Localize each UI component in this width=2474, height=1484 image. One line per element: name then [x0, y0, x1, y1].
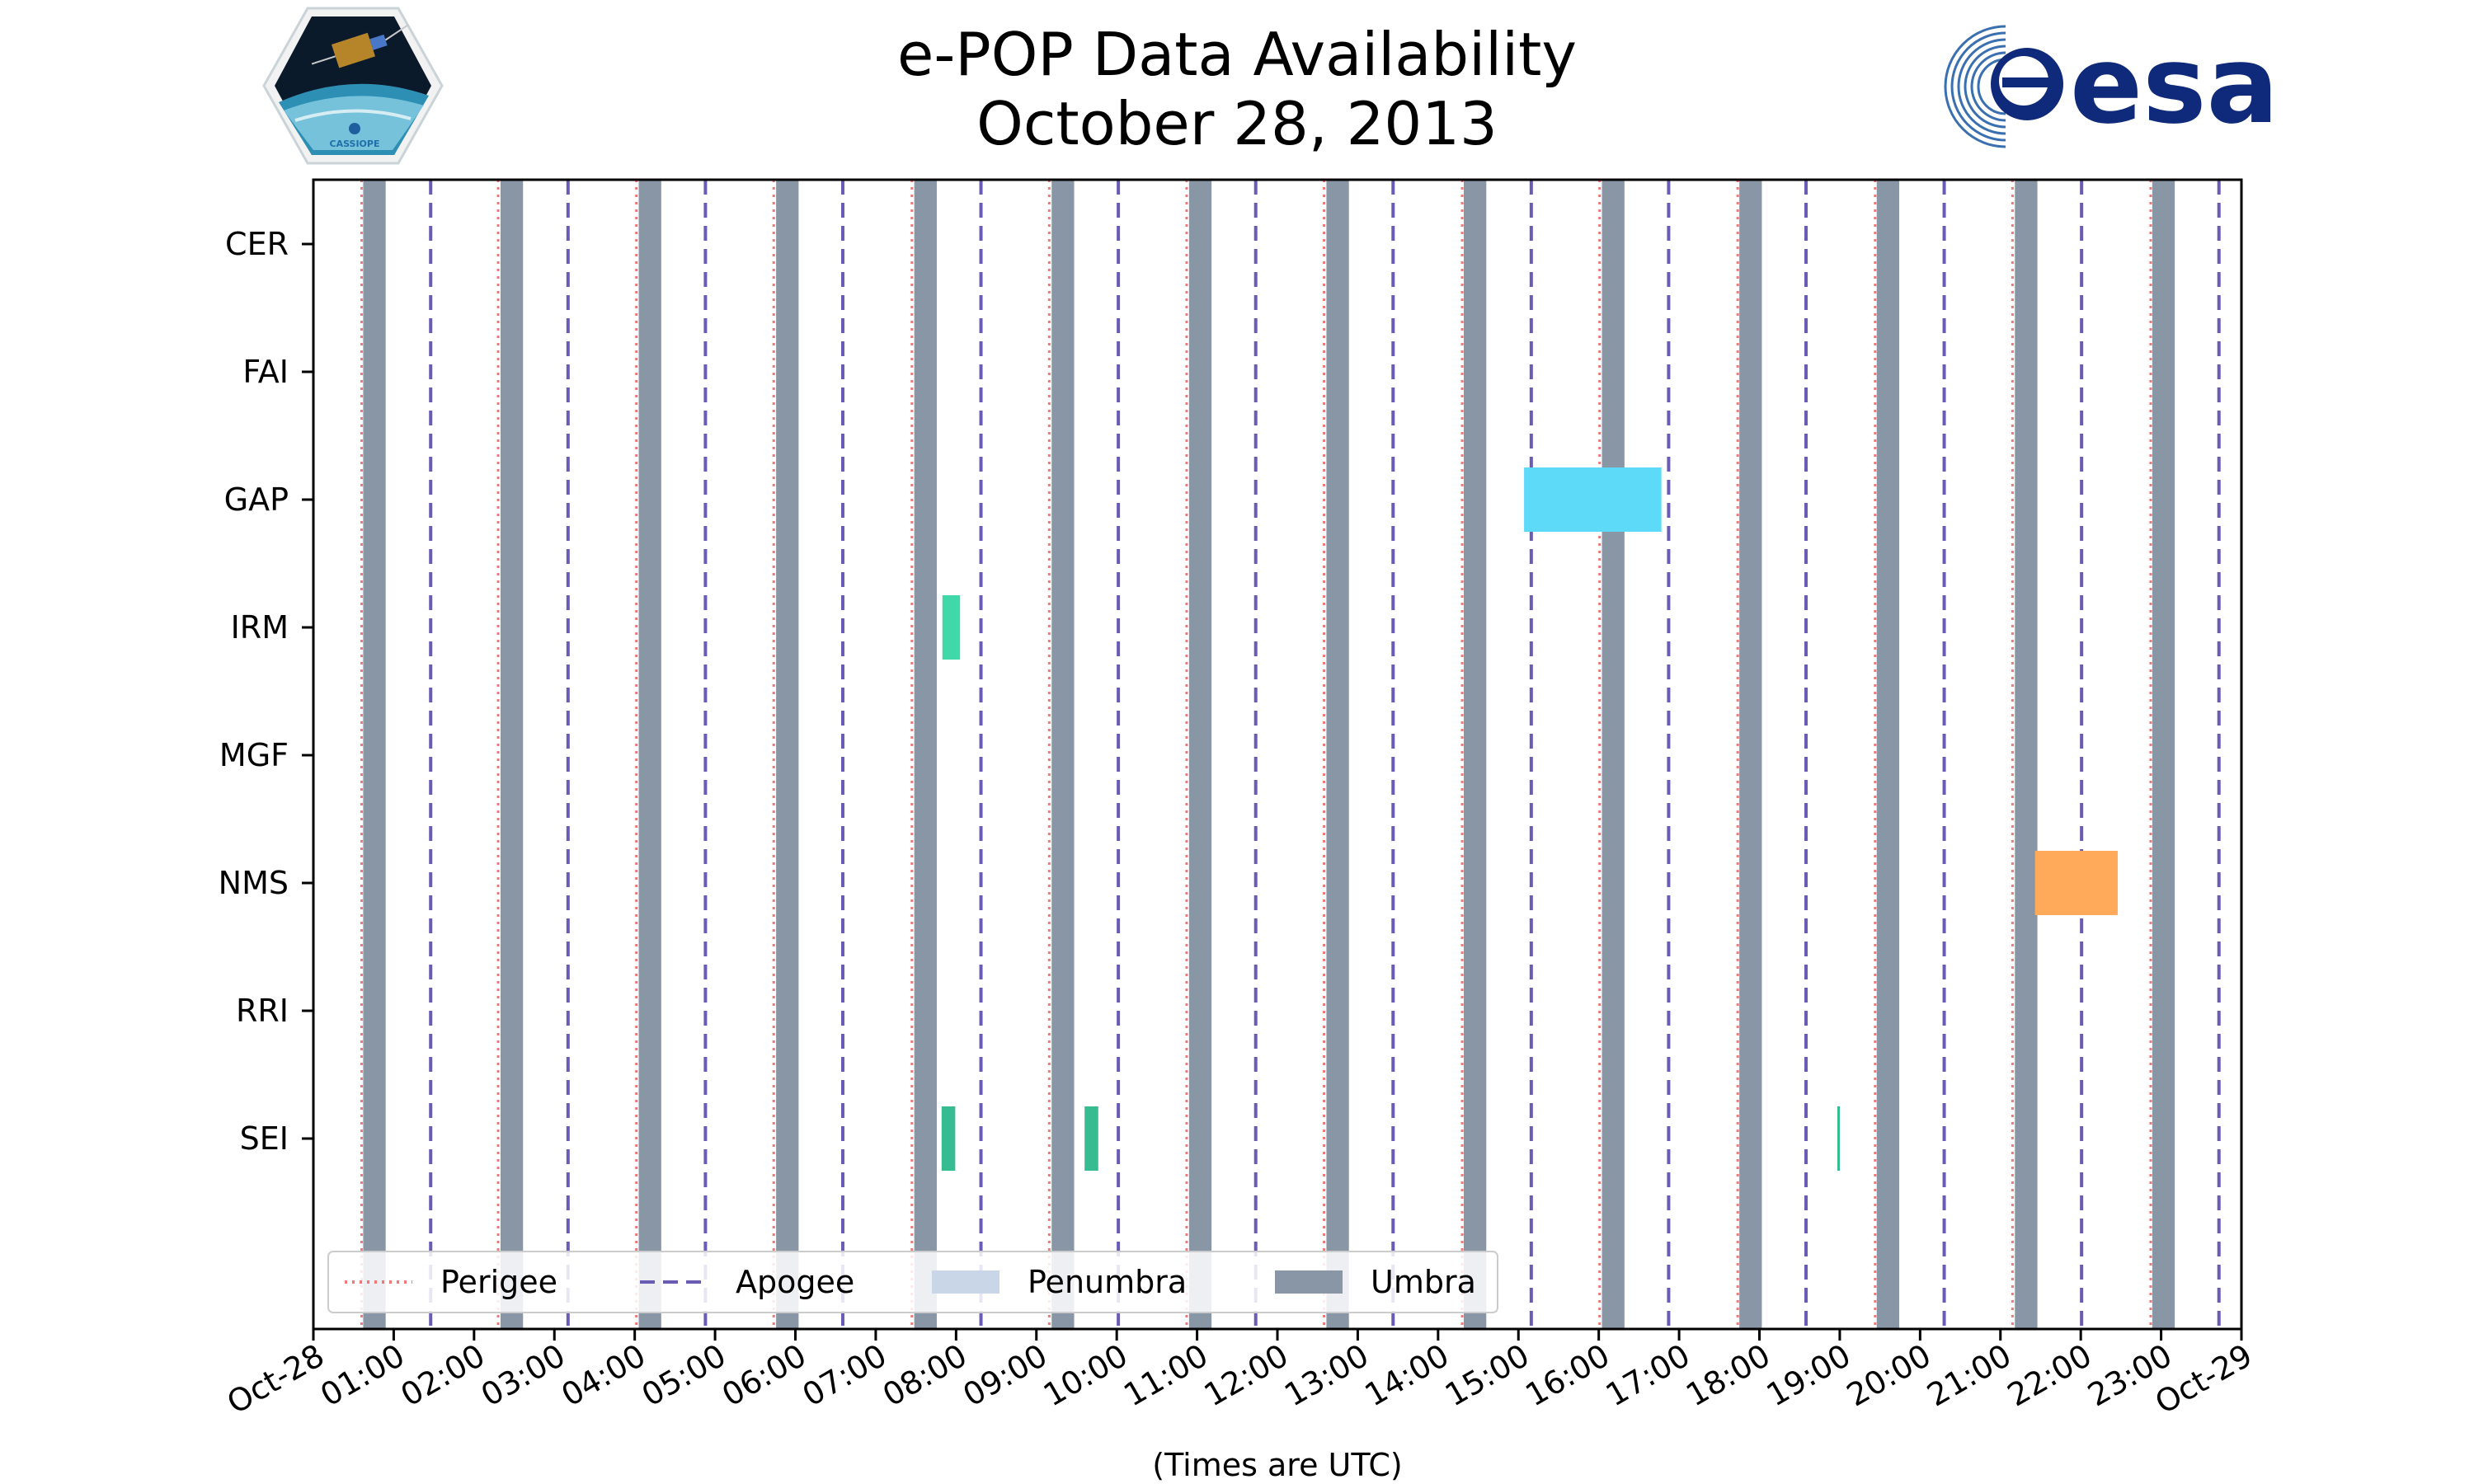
x-tick-label: 21:00 [1921, 1337, 2017, 1414]
umbra-band [500, 180, 524, 1329]
x-tick-label: 04:00 [555, 1337, 651, 1414]
y-tick-label-rri: RRI [236, 993, 289, 1029]
y-tick-label-cer: CER [225, 226, 289, 262]
x-tick-label: 06:00 [716, 1337, 812, 1414]
x-tick-label: 10:00 [1037, 1337, 1134, 1414]
umbra-band [1464, 180, 1487, 1329]
y-tick-label-fai: FAI [242, 354, 289, 390]
x-tick-label: 18:00 [1680, 1337, 1776, 1414]
cassiope-logo-text: CASSIOPE [330, 139, 380, 149]
chart-subtitle: October 28, 2013 [976, 89, 1498, 158]
umbra-band [776, 180, 799, 1329]
x-tick-label: 03:00 [475, 1337, 571, 1414]
availability-bar-irm [942, 595, 961, 660]
umbra-band [2015, 180, 2038, 1329]
availability-bar-sei [1837, 1106, 1840, 1171]
availability-bar-sei [1084, 1106, 1098, 1171]
legend-label-apogee: Apogee [736, 1264, 854, 1300]
legend-label-perigee: Perigee [440, 1264, 557, 1300]
y-tick-label-irm: IRM [231, 609, 289, 646]
x-tick-label: 17:00 [1600, 1337, 1696, 1414]
legend-swatch-umbra [1275, 1270, 1343, 1294]
x-tick-label: Oct-28 [221, 1337, 331, 1421]
x-tick-label: 02:00 [394, 1337, 491, 1414]
y-tick-label-mgf: MGF [219, 737, 289, 773]
x-tick-label: 13:00 [1278, 1337, 1375, 1414]
availability-bar-gap [1524, 467, 1662, 532]
x-axis-label: (Times are UTC) [1152, 1447, 1402, 1483]
x-tick-label: 19:00 [1761, 1337, 1857, 1414]
umbra-band [1602, 180, 1625, 1329]
plot-frame [312, 178, 2243, 1331]
umbra-band [1188, 180, 1212, 1329]
legend-label-umbra: Umbra [1371, 1264, 1476, 1300]
esa-logo-text: esa [2070, 22, 2279, 148]
x-tick-label: 08:00 [877, 1337, 973, 1414]
y-tick-label-nms: NMS [219, 865, 289, 901]
availability-bar-nms [2034, 851, 2118, 915]
umbra-band [363, 180, 386, 1329]
umbra-band [914, 180, 937, 1329]
esa-logo: esa [1944, 22, 2279, 148]
availability-bar-sei [941, 1106, 956, 1171]
legend-label-penumbra: Penumbra [1028, 1264, 1187, 1300]
umbra-band [1739, 180, 1762, 1329]
x-tick-label: 01:00 [314, 1337, 411, 1414]
legend-swatch-penumbra [932, 1270, 999, 1294]
x-tick-label: 16:00 [1519, 1337, 1616, 1414]
x-tick-label: 11:00 [1117, 1337, 1214, 1414]
legend-box [327, 1251, 1498, 1313]
x-tick-label: 07:00 [797, 1337, 893, 1414]
umbra-band [1326, 180, 1349, 1329]
y-tick-label-sei: SEI [240, 1120, 289, 1157]
x-tick-label: 22:00 [2001, 1337, 2098, 1414]
legend: Perigee Apogee Penumbra Umbra [327, 1251, 1498, 1313]
y-tick-label-gap: GAP [224, 481, 289, 518]
umbra-band [2152, 180, 2175, 1329]
cassiope-mission-logo: CASSIOPE [262, 7, 444, 165]
x-tick-label: 05:00 [636, 1337, 732, 1414]
chart-title: e-POP Data Availability [897, 20, 1577, 89]
x-tick-label: 20:00 [1841, 1337, 1937, 1414]
x-tick-label: 15:00 [1439, 1337, 1536, 1414]
umbra-band [1051, 180, 1075, 1329]
x-tick-label: 14:00 [1358, 1337, 1455, 1414]
umbra-band [1876, 180, 1900, 1329]
umbra-band [638, 180, 661, 1329]
x-tick-label: 09:00 [957, 1337, 1053, 1414]
x-tick-label: 12:00 [1198, 1337, 1295, 1414]
